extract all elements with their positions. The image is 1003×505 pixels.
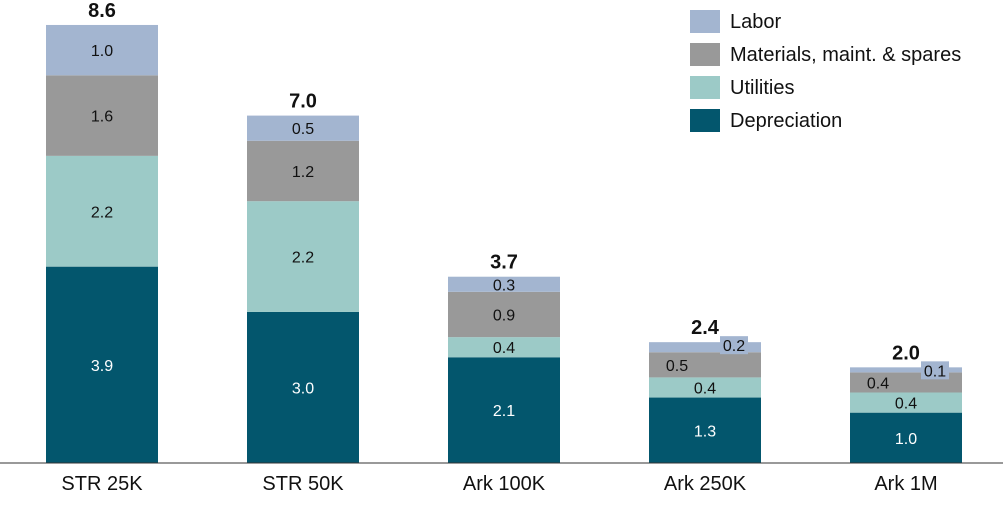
legend: Labor Materials, maint. & spares Utilities…	[690, 10, 961, 132]
legend-label: Utilities	[730, 77, 794, 99]
x-tick-label: STR 25K	[61, 473, 143, 495]
bar-value-label: 0.1	[924, 363, 946, 380]
x-tick-label: Ark 100K	[463, 473, 546, 495]
bar-segment-materials-maint-spares-ark-250k	[649, 352, 761, 378]
bar-segment-depreciation-ark-100k	[448, 357, 560, 463]
legend-swatch-depreciation	[690, 109, 720, 132]
bar-value-label: 1.2	[292, 164, 314, 181]
bar-segment-materials-maint-spares-str-50k	[247, 140, 359, 202]
x-axis-labels: STR 25K STR 50K Ark 100K Ark 250K Ark 1M	[61, 473, 937, 495]
bar-value-label: 1.3	[694, 423, 716, 440]
bar-total-label: 2.0	[892, 342, 920, 364]
bar-total-label: 3.7	[490, 252, 518, 274]
bar-segment-materials-maint-spares-ark-100k	[448, 291, 560, 338]
bar-value-label: 3.0	[292, 380, 314, 397]
bar-value-label: 1.6	[91, 109, 113, 126]
legend-swatch-materials-maint-spares	[690, 43, 720, 66]
legend-swatch-utilities	[690, 76, 720, 99]
bar-value-label: 0.9	[493, 307, 515, 324]
bar-value-label: 1.0	[895, 431, 917, 448]
legend-swatch-labor	[690, 10, 720, 33]
bar-segment-depreciation-str-50k	[247, 311, 359, 463]
bar-segment-depreciation-ark-1m	[850, 412, 962, 463]
bar-total-label: 7.0	[289, 91, 317, 113]
bar-value-label: 0.4	[867, 375, 889, 392]
bar-segment-utilities-ark-250k	[649, 377, 761, 398]
value-label-box	[720, 336, 748, 355]
x-tick-label: Ark 250K	[664, 473, 747, 495]
bar-value-label: 2.2	[292, 250, 314, 267]
bar-segment-depreciation-str-25k	[46, 266, 158, 463]
bar-value-label: 1.0	[91, 43, 113, 60]
x-tick-label: STR 50K	[262, 473, 344, 495]
bar-segment-utilities-ark-100k	[448, 337, 560, 358]
x-tick-label: Ark 1M	[874, 473, 937, 495]
bar-value-label: 0.2	[723, 338, 745, 355]
legend-label: Labor	[730, 11, 781, 33]
bar-value-label: 0.5	[666, 358, 688, 375]
bar-total-label: 8.6	[88, 0, 116, 22]
bar-segment-labor-ark-250k	[649, 342, 761, 353]
bar-value-label: 3.9	[91, 358, 113, 375]
bar-segment-labor-str-50k	[247, 115, 359, 141]
bar-value-label: 0.3	[493, 277, 515, 294]
bars-group: 3.9 2.2 1.6 1.0 8.6 3.0 2.2 1.2 0.5 7.0 2.1 0.4 0.9 0…	[46, 0, 962, 463]
bar-value-label: 0.4	[694, 380, 716, 397]
bar-value-label: 2.1	[493, 403, 515, 420]
bar-segment-materials-maint-spares-str-25k	[46, 75, 158, 156]
bar-segment-utilities-str-25k	[46, 155, 158, 267]
value-label-box	[921, 361, 949, 380]
bar-value-label: 2.2	[91, 204, 113, 221]
bar-segment-utilities-ark-1m	[850, 392, 962, 413]
bar-segment-labor-ark-1m	[850, 367, 962, 373]
legend-label: Materials, maint. & spares	[730, 44, 961, 66]
legend-label: Depreciation	[730, 110, 842, 132]
bar-value-label: 0.5	[292, 121, 314, 138]
bar-segment-utilities-str-50k	[247, 201, 359, 312]
bar-value-label: 0.4	[493, 340, 515, 357]
bar-value-label: 0.4	[895, 396, 917, 413]
bar-segment-labor-str-25k	[46, 24, 158, 76]
bar-segment-labor-ark-100k	[448, 276, 560, 292]
bar-total-label: 2.4	[691, 317, 720, 339]
bar-segment-depreciation-ark-250k	[649, 397, 761, 463]
